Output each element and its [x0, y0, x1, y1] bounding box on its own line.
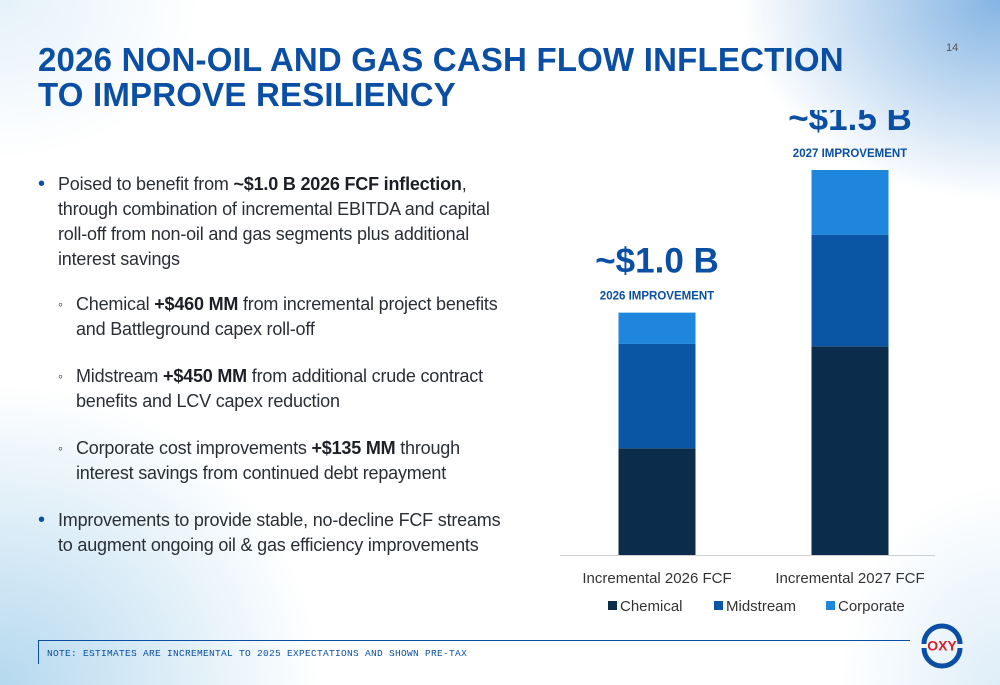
bullet-text: Improvements to provide stable, no-decli…	[58, 510, 501, 555]
bullet-text: Chemical	[76, 294, 155, 314]
sub-bullet-corporate: Corporate cost improvements +$135 MM thr…	[36, 436, 516, 486]
bar-midstream-2	[811, 234, 889, 347]
title-line-1: 2026 NON-OIL AND GAS CASH FLOW INFLECTIO…	[38, 41, 844, 78]
bar-subtitle-label-2: 2027 IMPROVEMENT	[793, 148, 907, 160]
title-line-2: TO IMPROVE RESILIENCY	[38, 76, 456, 113]
bar-chemical-2	[811, 346, 889, 555]
bar-total-label-2: ~$1.5 B	[788, 110, 912, 138]
legend-label-chemical: Chemical	[620, 598, 683, 615]
bullet-text: from additional crude contract benefits …	[76, 366, 483, 411]
bullet-text: from incremental project benefits and Ba…	[76, 294, 498, 339]
bullet-stable-streams: Improvements to provide stable, no-decli…	[36, 508, 516, 558]
footer-divider	[38, 640, 910, 641]
legend-label-corporate: Corporate	[838, 598, 905, 615]
oxy-logo: OXY	[921, 623, 963, 669]
bar-midstream-1	[618, 343, 696, 449]
bar-subtitle-label-1: 2026 IMPROVEMENT	[600, 291, 714, 303]
bar-chemical-1	[618, 448, 696, 555]
fcf-stacked-bar-chart: ~$1.0 B 2026 IMPROVEMENT Incremental 2026 …	[560, 110, 935, 615]
bullet-list: Poised to benefit from ~$1.0 B 2026 FCF …	[36, 172, 516, 578]
legend-swatch-corporate	[826, 601, 835, 610]
logo-arc-top	[921, 623, 963, 645]
bullet-text: Midstream	[76, 366, 164, 386]
legend-swatch-chemical	[608, 601, 617, 610]
bullet-emphasis: ~$1.0 B 2026 FCF inflection	[233, 174, 462, 194]
x-tick-label-1: Incremental 2026 FCF	[582, 570, 731, 587]
bullet-fcf-inflection: Poised to benefit from ~$1.0 B 2026 FCF …	[36, 172, 516, 272]
footer-divider-tick	[38, 640, 39, 664]
bar-corporate-1	[618, 312, 696, 344]
bullet-text: Poised to benefit from	[58, 174, 234, 194]
bullet-emphasis: +$450 MM	[163, 366, 247, 386]
bullet-text: through interest savings from continued …	[76, 438, 460, 483]
page-title: 2026 NON-OIL AND GAS CASH FLOW INFLECTIO…	[38, 42, 844, 112]
legend-swatch-midstream	[714, 601, 723, 610]
bullet-text: Corporate cost improvements	[76, 438, 312, 458]
legend-label-midstream: Midstream	[726, 598, 796, 615]
logo-text: OXY	[927, 638, 957, 654]
logo-arc-bottom	[921, 647, 963, 669]
page-number: 14	[946, 42, 959, 54]
bullet-emphasis: +$135 MM	[311, 438, 396, 458]
x-tick-label-2: Incremental 2027 FCF	[775, 570, 924, 587]
sub-bullet-midstream: Midstream +$450 MM from additional crude…	[36, 364, 516, 414]
bar-total-label-1: ~$1.0 B	[595, 242, 719, 281]
bar-corporate-2	[811, 170, 889, 235]
bullet-emphasis: +$460 MM	[154, 294, 239, 314]
footnote: NOTE: ESTIMATES ARE INCREMENTAL TO 2025 …	[47, 648, 468, 659]
sub-bullet-chemical: Chemical +$460 MM from incremental proje…	[36, 292, 516, 342]
bullet-text: , through combination of incremental EBI…	[58, 174, 490, 269]
